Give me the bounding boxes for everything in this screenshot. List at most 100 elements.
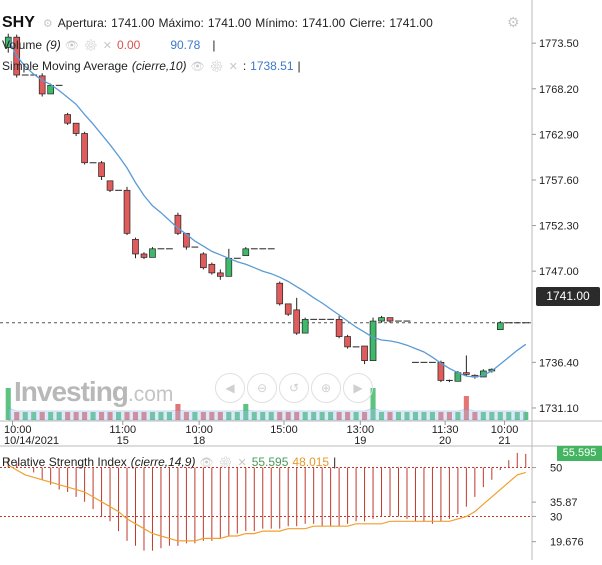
- reset-icon[interactable]: ↺: [279, 373, 309, 403]
- volume-bar: [446, 412, 452, 420]
- price-tick-label: 1762.90: [539, 129, 579, 141]
- volume-bar: [480, 412, 486, 420]
- date-tick-label: 18: [193, 435, 205, 447]
- high-value: 1741.00: [207, 16, 252, 30]
- candle-body: [38, 75, 46, 95]
- volume-bar: [132, 412, 139, 420]
- time-tick-label: 11:00: [109, 424, 136, 436]
- volume-bar: [311, 412, 317, 420]
- volume-bar: [514, 412, 520, 420]
- arrow-left-icon[interactable]: ◀: [215, 373, 245, 403]
- volume-legend: Volume (9) 👁 ⚙ ✕ 0.00 90.78 |: [2, 38, 216, 52]
- settings-gear-icon[interactable]: ⚙: [42, 17, 54, 30]
- volume-bar: [336, 412, 342, 420]
- candle-body: [106, 180, 114, 191]
- volume-bar: [141, 412, 147, 420]
- volume-bar: [217, 412, 223, 420]
- candle-body: [276, 282, 284, 305]
- logo-suffix: .com: [127, 383, 174, 406]
- close-value: 1741.00: [389, 16, 433, 30]
- volume-bar: [166, 412, 172, 420]
- candle-body: [64, 114, 71, 124]
- time-tick-label: 15:00: [270, 424, 298, 436]
- candle-body: [386, 317, 394, 322]
- date-tick-label: 19: [354, 435, 366, 447]
- volume-bar: [362, 412, 368, 420]
- date-tick-label: 20: [439, 435, 451, 447]
- rsi-controls-icon[interactable]: 👁 ⚙ ✕: [199, 456, 248, 469]
- volume-label: Volume: [2, 38, 43, 52]
- arrow-right-icon[interactable]: ▶: [343, 373, 373, 403]
- low-label: Mínimo:: [255, 16, 298, 30]
- volume-bar: [506, 412, 512, 420]
- volume-bar: [192, 412, 198, 420]
- high-label: Máximo:: [158, 16, 204, 30]
- price-tick-label: 1752.30: [539, 221, 579, 233]
- sma-param: (cierre,10): [131, 59, 187, 73]
- rsi-label: Relative Strength Index: [2, 455, 127, 469]
- volume-bar: [209, 412, 215, 420]
- volume-bar: [82, 412, 88, 420]
- candle-body: [361, 345, 368, 361]
- volume-bar: [31, 412, 37, 420]
- volume-bar: [243, 404, 249, 420]
- time-tick-label: 11:30: [432, 424, 459, 436]
- volume-bar: [489, 412, 495, 420]
- volume-bar: [73, 412, 79, 420]
- candle-body: [81, 133, 88, 164]
- volume-controls-icon[interactable]: 👁 ⚙ ✕: [64, 39, 113, 52]
- candle-body: [463, 372, 470, 375]
- volume-bar: [412, 412, 419, 420]
- sma-controls-icon[interactable]: 👁 ⚙ ✕: [190, 60, 239, 73]
- volume-bar: [421, 412, 427, 420]
- candle-body: [72, 122, 80, 134]
- candle-body: [140, 253, 148, 258]
- price-tick-label: 1768.20: [539, 84, 579, 96]
- candle-body: [174, 214, 182, 234]
- volume-bar: [5, 388, 11, 420]
- chart-settings-icon[interactable]: ⚙: [507, 14, 520, 30]
- rsi-tick-label: 30: [550, 511, 562, 523]
- zoom-in-icon[interactable]: ⊕: [311, 373, 341, 403]
- volume-bar: [319, 412, 325, 420]
- volume-bar: [99, 412, 105, 420]
- date-tick-label: 10/14/2021: [4, 435, 59, 447]
- candle-body: [344, 336, 351, 348]
- candle-body: [132, 238, 139, 255]
- candle-body: [369, 320, 377, 361]
- volume-param: (9): [46, 38, 61, 52]
- rsi-value2: 48.015: [292, 455, 330, 469]
- volume-bar: [429, 412, 435, 420]
- candle-body: [200, 253, 207, 269]
- candle-body: [98, 162, 105, 177]
- rsi-signal-line: [7, 464, 526, 542]
- volume-bar: [395, 412, 402, 420]
- candle-body: [378, 317, 385, 322]
- sma-value: 1738.51: [250, 59, 294, 73]
- volume-bar: [387, 412, 393, 420]
- candle-body: [284, 303, 292, 315]
- price-tick-label: 1731.10: [539, 403, 579, 415]
- time-tick-label: 10:00: [491, 424, 519, 436]
- rsi-legend: Relative Strength Index (cierre,14,9) 👁 …: [2, 455, 337, 469]
- rsi-tick-label: 35.87: [550, 497, 578, 509]
- volume-bar: [251, 412, 257, 420]
- rsi-tick-label: 50: [550, 463, 562, 475]
- candle-body: [4, 36, 12, 48]
- rsi-value1: 55.595: [251, 455, 289, 469]
- volume-value1: 0.00: [116, 38, 141, 52]
- ohlc-header: SHY ⚙ Apertura: 1741.00 Máximo: 1741.00 …: [2, 14, 433, 32]
- candle-body: [183, 232, 190, 248]
- volume-bar: [463, 396, 469, 420]
- open-value: 1741.00: [111, 16, 155, 30]
- time-tick-label: 13:00: [347, 424, 375, 436]
- date-tick-label: 15: [117, 435, 129, 447]
- volume-bar: [455, 412, 461, 420]
- volume-bar: [268, 412, 274, 420]
- current-price-tag: 1741.00: [536, 287, 600, 306]
- volume-bar: [158, 412, 164, 420]
- volume-bar: [294, 412, 300, 420]
- volume-bar: [65, 412, 71, 420]
- zoom-out-icon[interactable]: ⊖: [247, 373, 277, 403]
